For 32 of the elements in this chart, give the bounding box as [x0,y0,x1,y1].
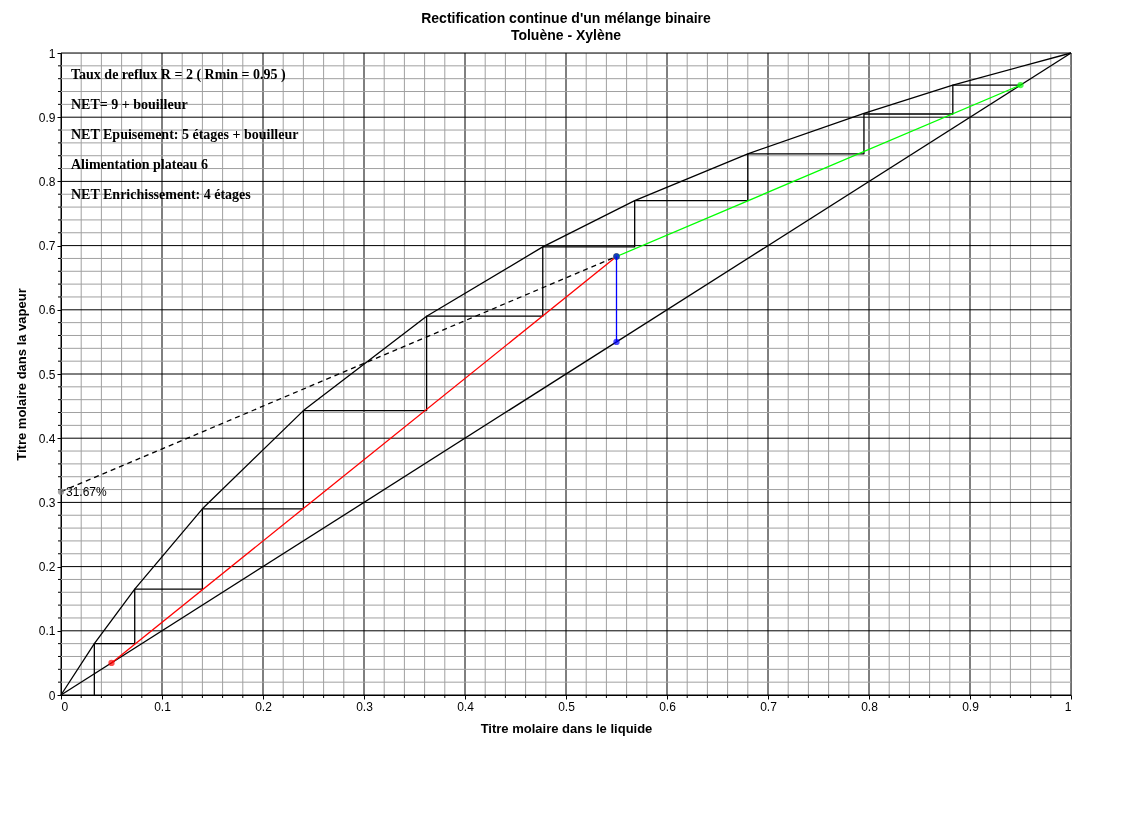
x-axis-title: Titre molaire dans le liquide [480,720,653,736]
x-tick-label: 0.9 [962,699,980,714]
annotation: NET Epuisement: 5 étages + bouilleur [71,127,299,142]
annotation: Alimentation plateau 6 [71,157,208,172]
x-tick-label: 0.6 [659,699,677,714]
y-tick-label: 0.5 [38,367,56,382]
y-tick-label: 0.8 [38,174,56,189]
x-tick-label: 0.1 [154,699,172,714]
x-tick-label: 0.4 [457,699,475,714]
annotation: NET= 9 + bouilleur [71,97,188,112]
y-tick-label: 0.7 [38,239,56,254]
x-tick-label: 0.3 [356,699,374,714]
x-tick-label: 0.5 [558,699,576,714]
x-tick-label: 0.8 [861,699,879,714]
y-tick-label: 0.6 [38,303,56,318]
y-tick-label: 1 [48,46,56,61]
annotation: 31.67% [66,484,108,499]
y-tick-label: 0.4 [38,431,56,446]
x-tick-label: 0 [61,699,69,714]
y-tick-label: 0.1 [38,624,56,639]
x-tick-label: 1 [1064,699,1072,714]
chart-title: Rectification continue d'un mélange binaire [421,10,712,26]
y-tick-label: 0.2 [38,560,56,575]
annotation: Taux de reflux R = 2 ( Rmin = 0.95 ) [71,67,287,83]
x-tick-label: 0.7 [760,699,778,714]
chart-subtitle: Toluène - Xylène [510,27,622,43]
y-tick-label: 0 [48,688,56,703]
annotation: NET Enrichissement: 4 étages [71,187,252,202]
y-axis-title: Titre molaire dans la vapeur [13,288,29,461]
x-tick-label: 0.2 [255,699,273,714]
y-tick-label: 0.9 [38,110,56,125]
y-tick-label: 0.3 [38,495,56,510]
